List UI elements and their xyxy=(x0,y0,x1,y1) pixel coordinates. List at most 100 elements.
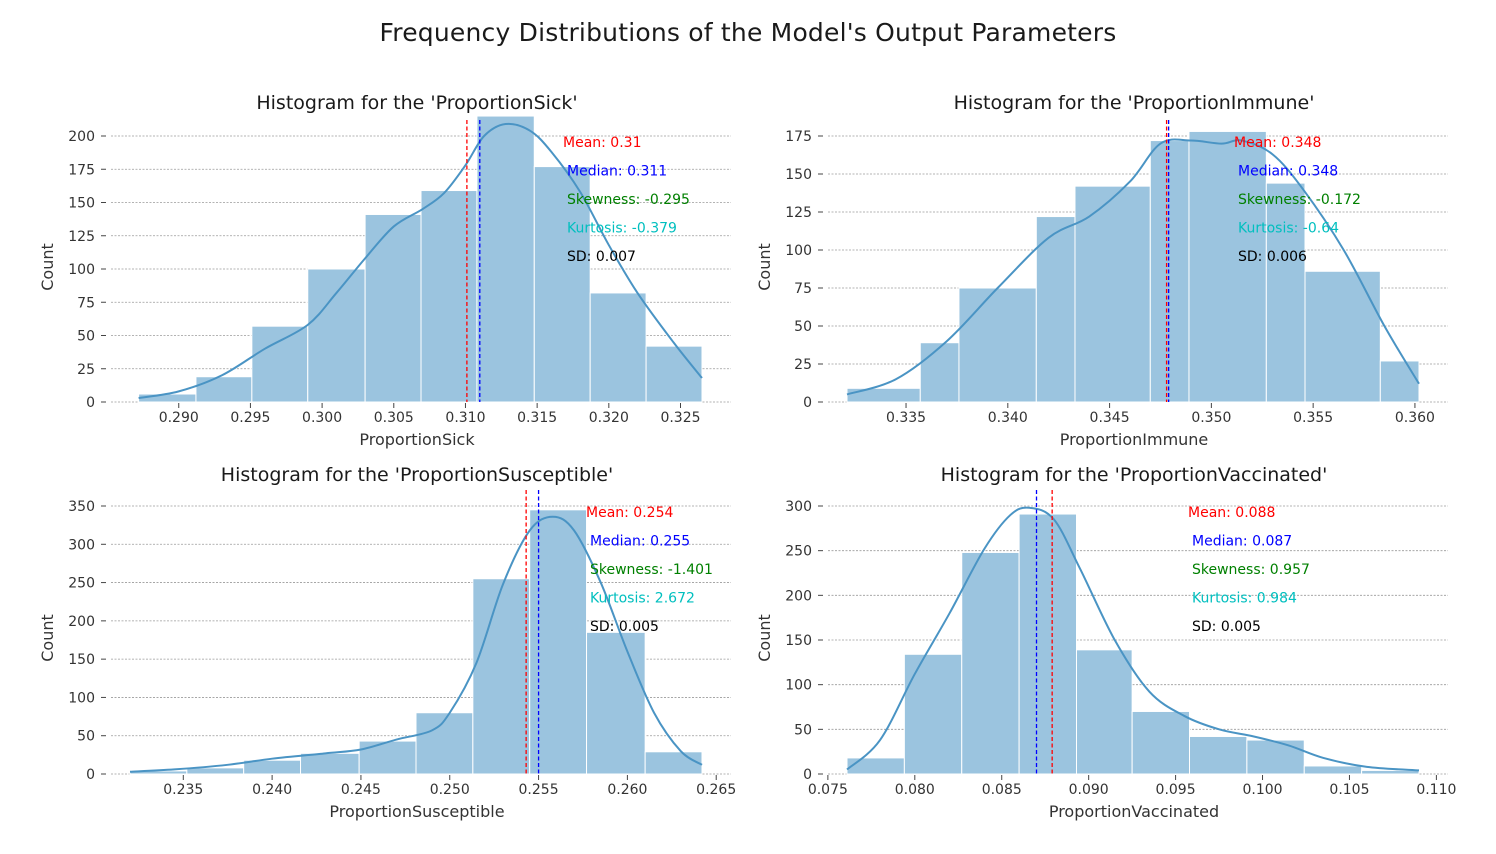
histogram-bar xyxy=(1131,710,1191,775)
histogram-bar xyxy=(1361,769,1420,775)
x-tick-label: 0.085 xyxy=(982,782,1022,798)
x-axis-label: ProportionImmune xyxy=(1060,430,1209,449)
y-tick-label: 200 xyxy=(785,588,812,604)
y-tick-label: 125 xyxy=(68,229,95,245)
histogram-bar xyxy=(1265,182,1306,403)
stat-sd-label: SD: 0.006 xyxy=(1238,249,1307,265)
y-tick-label: 50 xyxy=(77,329,95,345)
y-tick-label: 250 xyxy=(785,544,812,560)
x-tick-label: 0.235 xyxy=(163,782,203,798)
y-axis-label: Count xyxy=(755,243,774,291)
histogram-bar xyxy=(1246,739,1305,775)
stat-mean-label: Mean: 0.31 xyxy=(563,135,641,151)
x-tick-label: 0.240 xyxy=(252,782,292,798)
histogram-bar xyxy=(958,287,1037,403)
histogram-bar xyxy=(903,653,963,775)
stat-sd-label: SD: 0.007 xyxy=(567,249,636,265)
histogram-bar xyxy=(472,578,531,775)
x-axis-label: ProportionSick xyxy=(359,430,475,449)
y-tick-label: 25 xyxy=(77,362,95,378)
x-tick-label: 0.090 xyxy=(1069,782,1109,798)
panel-title: Histogram for the 'ProportionSick' xyxy=(256,92,577,114)
x-tick-label: 0.245 xyxy=(341,782,381,798)
y-axis-label: Count xyxy=(38,614,57,662)
kde-curve xyxy=(138,122,703,399)
histogram-bar xyxy=(251,325,309,403)
figure-title: Frequency Distributions of the Model's O… xyxy=(379,18,1117,47)
y-tick-label: 25 xyxy=(794,357,812,373)
histogram-bar xyxy=(645,345,703,403)
panel-proportion-susceptible: 0 50 100 150 200 250 300 350 0.235 0.240 0.245 0.25… xyxy=(38,464,736,821)
x-tick-label: 0.325 xyxy=(660,410,700,426)
histogram-bar xyxy=(644,751,703,775)
histogram-bar xyxy=(358,740,417,775)
x-tick-label: 0.360 xyxy=(1395,410,1435,426)
y-tick-label: 0 xyxy=(86,767,95,783)
stat-median-label: Median: 0.255 xyxy=(590,534,690,550)
x-tick-label: 0.105 xyxy=(1329,782,1369,798)
y-tick-label: 150 xyxy=(785,167,812,183)
x-tick-label: 0.310 xyxy=(445,410,485,426)
y-tick-label: 75 xyxy=(794,281,812,297)
panel-proportion-sick: 0 25 50 75 100 125 150 175 200 0.290 0.295 0.300 0.3… xyxy=(38,92,731,449)
histogram-bar xyxy=(1149,140,1190,403)
histogram-bar xyxy=(415,712,474,775)
y-tick-label: 100 xyxy=(785,243,812,259)
y-tick-label: 0 xyxy=(803,767,812,783)
histogram-bar xyxy=(846,387,921,403)
y-tick-label: 175 xyxy=(785,129,812,145)
x-tick-label: 0.250 xyxy=(430,782,470,798)
y-tick-label: 300 xyxy=(785,499,812,515)
y-tick-label: 125 xyxy=(785,205,812,221)
stat-sd-label: SD: 0.005 xyxy=(1192,619,1261,635)
histogram-bar xyxy=(846,757,905,775)
y-tick-label: 100 xyxy=(68,262,95,278)
panel-title: Histogram for the 'ProportionVaccinated' xyxy=(941,464,1328,486)
x-tick-label: 0.340 xyxy=(988,410,1028,426)
histogram-bar xyxy=(476,115,535,403)
histogram-bar xyxy=(586,631,646,775)
y-tick-label: 150 xyxy=(68,652,95,668)
histogram-bar xyxy=(589,292,647,403)
x-tick-label: 0.320 xyxy=(589,410,629,426)
stat-mean-label: Mean: 0.348 xyxy=(1234,135,1321,151)
histogram-bar xyxy=(300,752,360,775)
panel-title: Histogram for the 'ProportionImmune' xyxy=(954,92,1315,114)
panel-proportion-immune: 0 25 50 75 100 125 150 175 0.335 0.340 0.345 0.350 0… xyxy=(755,92,1448,449)
histogram-bar xyxy=(420,190,478,403)
histogram-bar xyxy=(1303,765,1363,775)
y-tick-label: 200 xyxy=(68,129,95,145)
histogram-bar xyxy=(138,393,197,403)
stat-skewness-label: Skewness: -0.172 xyxy=(1238,192,1361,208)
histogram-bar xyxy=(1074,185,1151,403)
x-tick-label: 0.355 xyxy=(1293,410,1333,426)
histogram-bar xyxy=(1189,735,1248,775)
stat-kurtosis-label: Kurtosis: 0.984 xyxy=(1192,591,1297,607)
y-tick-label: 75 xyxy=(77,295,95,311)
x-axis-label: ProportionSusceptible xyxy=(329,802,504,821)
stat-kurtosis-label: Kurtosis: -0.379 xyxy=(567,221,677,237)
y-tick-label: 50 xyxy=(794,319,812,335)
x-tick-label: 0.080 xyxy=(895,782,935,798)
x-tick-label: 0.075 xyxy=(808,782,848,798)
y-tick-label: 0 xyxy=(86,395,95,411)
histogram-bar xyxy=(364,213,422,403)
x-tick-label: 0.295 xyxy=(230,410,270,426)
histogram-bar xyxy=(195,376,253,403)
stat-skewness-label: Skewness: 0.957 xyxy=(1192,562,1310,578)
x-tick-label: 0.350 xyxy=(1191,410,1231,426)
histogram-bar xyxy=(307,268,366,403)
y-tick-label: 50 xyxy=(794,722,812,738)
x-tick-label: 0.100 xyxy=(1242,782,1282,798)
stat-skewness-label: Skewness: -0.295 xyxy=(567,192,690,208)
x-tick-label: 0.255 xyxy=(519,782,559,798)
x-tick-label: 0.110 xyxy=(1416,782,1456,798)
y-tick-label: 200 xyxy=(68,614,95,630)
y-tick-label: 50 xyxy=(77,729,95,745)
histogram-bar xyxy=(1304,270,1381,403)
stat-median-label: Median: 0.311 xyxy=(567,164,667,180)
y-tick-label: 175 xyxy=(68,162,95,178)
kde-curve xyxy=(129,515,703,773)
x-tick-label: 0.315 xyxy=(517,410,557,426)
y-tick-label: 300 xyxy=(68,537,95,553)
